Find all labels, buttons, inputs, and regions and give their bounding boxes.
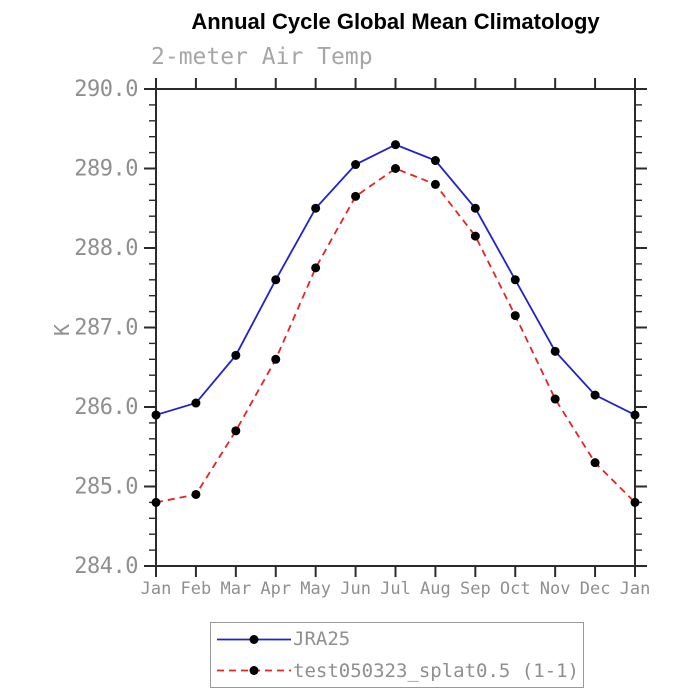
svg-text:Aug: Aug [420,579,451,599]
svg-text:286.0: 286.0 [74,395,138,420]
svg-text:Jan: Jan [620,579,651,599]
svg-text:285.0: 285.0 [74,475,138,500]
svg-text:Jul: Jul [380,579,411,599]
svg-text:Dec: Dec [580,579,611,599]
svg-text:Sep: Sep [460,579,491,599]
svg-text:Apr: Apr [260,579,291,599]
svg-text:Nov: Nov [540,579,571,599]
svg-text:Jan: Jan [141,579,172,599]
legend-item-jra25: JRA25 [216,624,583,654]
legend-label: JRA25 [293,628,351,651]
chart-subtitle: 2-meter Air Temp [151,44,373,70]
svg-text:284.0: 284.0 [74,554,138,579]
legend-line-sample-solid [217,634,291,644]
svg-text:Feb: Feb [181,579,212,599]
legend-label: test050323_splat0.5 (1-1) [293,659,579,682]
svg-text:Mar: Mar [220,579,251,599]
svg-text:290.0: 290.0 [74,77,138,102]
svg-text:May: May [300,579,331,599]
svg-text:Jun: Jun [340,579,371,599]
svg-text:289.0: 289.0 [74,157,138,182]
legend: JRA25 test050323_splat0.5 (1-1) [210,622,584,688]
svg-text:288.0: 288.0 [74,236,138,261]
legend-item-test: test050323_splat0.5 (1-1) [216,656,583,686]
svg-text:Oct: Oct [500,579,531,599]
legend-line-sample-dashed [217,666,291,676]
chart-title: Annual Cycle Global Mean Climatology [191,9,600,34]
svg-text:287.0: 287.0 [74,316,138,341]
